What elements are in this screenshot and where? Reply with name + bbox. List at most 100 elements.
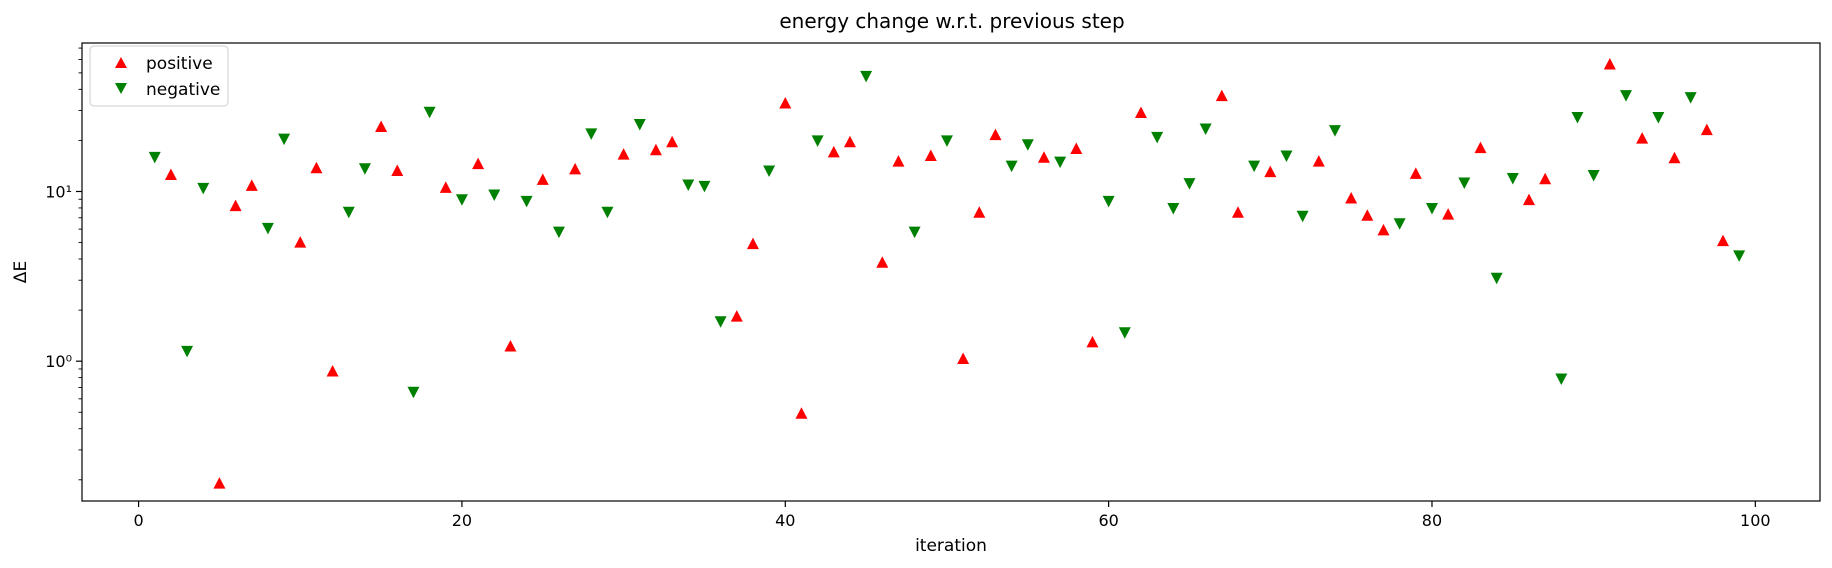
point-negative — [1199, 123, 1212, 136]
point-negative — [811, 135, 824, 147]
point-negative — [181, 345, 194, 358]
point-positive — [666, 135, 679, 148]
point-positive — [439, 181, 452, 193]
point-positive — [779, 97, 792, 109]
point-negative — [1005, 160, 1018, 173]
chart-title: energy change w.r.t. previous step — [779, 9, 1124, 33]
point-negative — [1555, 373, 1568, 386]
point-negative — [520, 195, 533, 208]
point-positive — [245, 179, 258, 191]
legend-label-negative: negative — [146, 80, 220, 100]
series-positive — [164, 58, 1729, 489]
legend-marker-positive — [115, 57, 127, 68]
point-negative — [148, 151, 161, 164]
plot-frame — [81, 42, 1821, 502]
x-axis-label: iteration — [915, 536, 987, 556]
point-negative — [1393, 218, 1406, 230]
point-negative — [407, 386, 420, 399]
point-positive — [391, 164, 404, 177]
point-negative — [1183, 178, 1196, 190]
point-negative — [1425, 202, 1438, 215]
point-positive — [1231, 206, 1244, 218]
point-positive — [1603, 58, 1616, 70]
point-positive — [649, 143, 662, 156]
point-positive — [213, 477, 226, 489]
point-positive — [730, 310, 743, 322]
point-positive — [1361, 209, 1374, 221]
point-negative — [601, 206, 614, 219]
point-positive — [1539, 172, 1552, 185]
point-negative — [1458, 177, 1471, 189]
legend-marker-negative — [115, 83, 127, 94]
point-positive — [294, 236, 307, 248]
point-negative — [1296, 210, 1309, 223]
point-negative — [1102, 195, 1115, 208]
point-positive — [957, 352, 970, 365]
point-positive — [1522, 193, 1535, 206]
point-negative — [1619, 90, 1632, 102]
point-negative — [261, 222, 274, 235]
point-negative — [1328, 125, 1341, 137]
x-tick-label: 100 — [1740, 511, 1771, 530]
point-negative — [1506, 173, 1519, 185]
x-tick-label: 80 — [1422, 511, 1442, 530]
point-positive — [310, 161, 323, 174]
point-positive — [746, 237, 759, 250]
point-negative — [1571, 111, 1584, 124]
point-positive — [164, 168, 177, 181]
point-negative — [585, 128, 598, 140]
point-negative — [552, 226, 565, 239]
point-negative — [940, 135, 953, 147]
point-positive — [1037, 151, 1050, 163]
point-negative — [763, 165, 776, 177]
point-positive — [229, 199, 242, 212]
point-positive — [569, 162, 582, 175]
point-positive — [1636, 132, 1649, 144]
point-negative — [1054, 156, 1067, 169]
point-positive — [1312, 155, 1325, 167]
legend-label-positive: positive — [146, 54, 213, 74]
point-negative — [682, 179, 695, 191]
point-negative — [278, 133, 291, 146]
point-negative — [633, 118, 646, 131]
point-negative — [860, 70, 873, 83]
point-negative — [488, 189, 501, 202]
point-negative — [1248, 160, 1261, 173]
point-negative — [698, 180, 711, 193]
point-negative — [1684, 92, 1697, 104]
point-positive — [1716, 234, 1729, 247]
point-positive — [876, 256, 889, 268]
y-axis-label: ΔE — [11, 261, 31, 283]
x-tick-label: 40 — [775, 511, 795, 530]
point-positive — [892, 155, 905, 167]
series-negative — [148, 70, 1746, 399]
point-negative — [1280, 150, 1293, 162]
point-negative — [423, 106, 436, 119]
point-negative — [1587, 170, 1600, 182]
point-negative — [342, 206, 355, 219]
point-negative — [455, 194, 468, 206]
point-positive — [1215, 89, 1228, 102]
point-positive — [1377, 223, 1390, 236]
x-tick-label: 60 — [1098, 511, 1118, 530]
point-positive — [973, 206, 986, 218]
point-positive — [1668, 151, 1681, 164]
point-positive — [1264, 165, 1277, 178]
point-negative — [1021, 139, 1034, 151]
legend-box — [89, 45, 229, 107]
point-negative — [1167, 202, 1180, 215]
point-negative — [908, 226, 921, 239]
point-positive — [504, 340, 517, 352]
point-positive — [1086, 335, 1099, 348]
point-positive — [1345, 191, 1358, 204]
y-axis: 10⁰ 10¹ — [45, 47, 82, 481]
point-positive — [1474, 141, 1487, 154]
point-positive — [536, 173, 549, 185]
point-negative — [1733, 250, 1746, 262]
point-negative — [1118, 327, 1131, 339]
plot-area — [148, 58, 1746, 489]
point-negative — [1151, 131, 1164, 144]
point-negative — [358, 163, 371, 175]
